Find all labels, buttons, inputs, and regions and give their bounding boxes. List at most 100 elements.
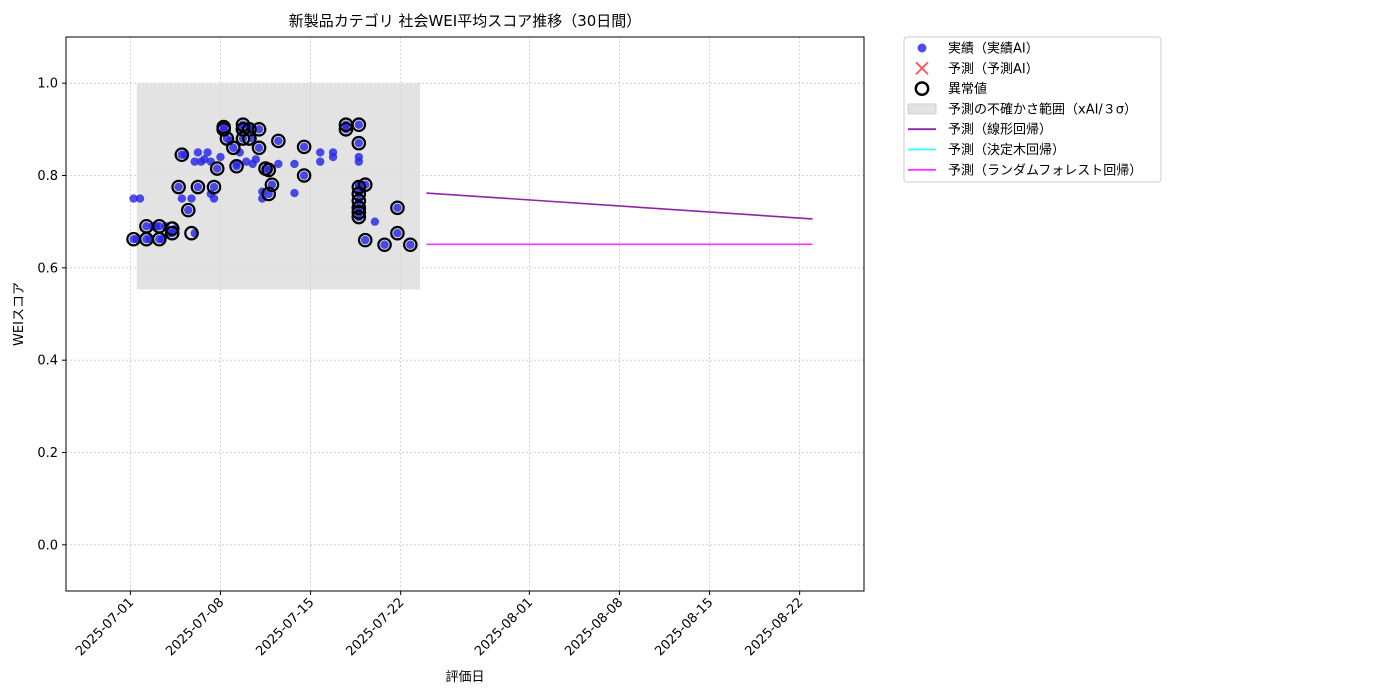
anomaly-marker: [251, 140, 267, 156]
anomaly-marker: [226, 140, 241, 156]
actual-point: [393, 203, 402, 213]
actual-point: [219, 122, 228, 132]
anomaly-marker: [296, 139, 312, 155]
actual-point: [135, 194, 145, 203]
anomaly-marker: [357, 232, 373, 248]
legend-label: 予測（線形回帰）: [948, 122, 1052, 138]
anomaly-marker: [190, 179, 206, 195]
anomaly-marker: [351, 179, 367, 195]
anomaly-marker: [390, 225, 405, 241]
legend-box: [903, 36, 1162, 183]
legend-label: 予測（決定木回帰）: [948, 142, 1065, 158]
anomaly-marker: [351, 200, 367, 216]
anomaly-marker: [242, 131, 257, 146]
y-tick-label: 1.0: [37, 77, 58, 92]
y-axis-label: WEIスコア: [12, 282, 27, 346]
y-tick-label: 0.2: [37, 446, 58, 461]
actual-point: [209, 182, 219, 192]
anomaly-marker: [209, 161, 225, 176]
actual-point: [203, 148, 212, 157]
anomaly-marker: [184, 225, 199, 241]
actual-point: [290, 159, 299, 169]
actual-point: [193, 182, 203, 192]
anomaly-marker: [351, 209, 367, 225]
anomaly-points: [126, 117, 418, 253]
actual-point: [380, 240, 389, 249]
anomaly-marker: [174, 147, 190, 163]
x-tick-label: 2025-07-08: [163, 595, 227, 659]
actual-point: [174, 182, 183, 192]
anomaly-marker: [180, 202, 196, 218]
anomaly-marker: [357, 177, 373, 193]
actual-point: [258, 194, 267, 203]
legend-label: 異常値: [948, 81, 987, 97]
actual-point: [177, 194, 187, 203]
anomaly-marker: [377, 237, 392, 253]
anomaly-marker: [264, 177, 280, 193]
anomaly-marker: [206, 179, 222, 195]
legend-label: 予測（ランダムフォレスト回帰）: [948, 162, 1142, 178]
plot-frame: [65, 36, 865, 592]
actual-point: [316, 157, 325, 166]
x-axis-label: 評価日: [445, 670, 484, 685]
actual-point: [393, 229, 402, 238]
actual-point: [290, 188, 299, 198]
actual-point: [354, 138, 364, 148]
actual-point: [190, 157, 199, 166]
anomaly-marker: [351, 117, 367, 133]
actual-point: [328, 152, 338, 162]
anomaly-marker: [251, 122, 267, 137]
anomaly-marker: [164, 221, 180, 236]
actual-point: [129, 194, 138, 203]
x-tick-label: 2025-08-01: [472, 595, 536, 659]
actual-point: [316, 148, 325, 157]
y-tick-label: 0.6: [37, 261, 58, 276]
anomaly-marker: [242, 122, 257, 137]
legend-actual-swatch: [917, 43, 927, 53]
anomaly-marker: [402, 237, 418, 253]
actual-point: [232, 159, 241, 169]
legend-label: 予測（予測AI）: [948, 62, 1039, 77]
anomaly-marker: [296, 168, 312, 183]
legend-predicted-swatch: [915, 61, 929, 75]
actual-point: [254, 143, 264, 152]
x-axis-ticks: 2025-07-01 2025-07-08 2025-07-15 2025-07-22…: [73, 591, 806, 659]
actual-point: [299, 142, 309, 152]
actual-point: [209, 194, 219, 203]
anomaly-marker: [164, 225, 180, 241]
actual-point: [187, 194, 196, 203]
y-tick-label: 0.8: [37, 169, 58, 184]
y-axis-ticks: 0.0 0.2 0.4 0.6 0.8 1.0: [37, 77, 66, 553]
actual-point: [193, 148, 203, 157]
actual-point: [370, 217, 380, 226]
actual-point: [216, 152, 225, 162]
actual-point: [213, 164, 222, 173]
anomaly-marker: [271, 133, 286, 149]
y-tick-label: 0.0: [37, 538, 58, 553]
actual-point: [361, 235, 370, 245]
anomaly-marker: [261, 162, 277, 178]
actual-point: [251, 155, 261, 164]
anomaly-marker: [171, 179, 186, 195]
actual-point: [142, 222, 151, 231]
legend-uncertainty-swatch: [907, 103, 937, 115]
anomaly-marker: [351, 205, 367, 220]
x-tick-label: 2025-07-22: [343, 595, 407, 659]
legend-label: 実績（実績AI）: [948, 41, 1039, 57]
chart-title: 新製品カテゴリ 社会WEI平均スコア推移（30日間）: [289, 12, 642, 30]
actual-point: [274, 136, 283, 146]
y-tick-label: 0.4: [37, 354, 58, 369]
x-tick-label: 2025-07-15: [253, 595, 317, 659]
actual-point: [406, 240, 415, 249]
line-linear: [426, 192, 813, 220]
regression-lines: [426, 192, 813, 246]
actual-point: [299, 171, 309, 180]
actual-point: [155, 222, 164, 231]
actual-point: [254, 125, 264, 134]
x-tick-label: 2025-08-08: [562, 595, 626, 659]
actual-point: [354, 120, 364, 129]
anomaly-marker: [390, 200, 405, 216]
actual-point: [241, 157, 251, 166]
actual-point: [235, 148, 244, 157]
